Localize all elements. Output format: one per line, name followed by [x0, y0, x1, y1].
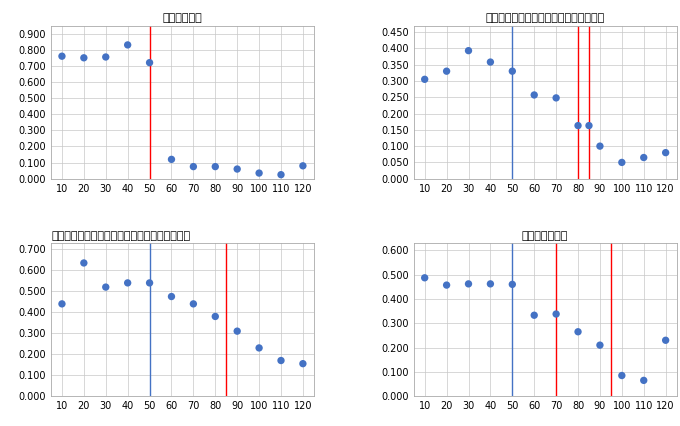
Point — [275, 171, 286, 178]
Point — [210, 313, 221, 320]
Point — [507, 281, 517, 288]
Text: 民間金融機関を通じた無利子無担保の制度融資: 民間金融機関を通じた無利子無担保の制度融資 — [51, 231, 190, 241]
Point — [583, 122, 594, 129]
Point — [594, 342, 605, 348]
Point — [144, 59, 155, 66]
Point — [463, 280, 474, 287]
Point — [485, 59, 496, 66]
Point — [420, 76, 430, 83]
Point — [254, 170, 265, 176]
Point — [297, 162, 308, 169]
Point — [616, 372, 627, 379]
Point — [441, 282, 452, 288]
Point — [551, 95, 562, 101]
Point — [188, 300, 199, 307]
Point — [551, 311, 562, 317]
Point — [210, 163, 221, 170]
Title: 政府系金融機関による無利子無担保融資: 政府系金融機関による無利子無担保融資 — [486, 13, 605, 23]
Point — [254, 345, 265, 351]
Point — [78, 55, 89, 61]
Point — [639, 154, 649, 161]
Title: 雇用調整助成金: 雇用調整助成金 — [522, 231, 568, 241]
Point — [101, 54, 112, 60]
Point — [297, 360, 308, 367]
Point — [441, 68, 452, 75]
Point — [56, 300, 67, 307]
Point — [594, 143, 605, 150]
Point — [529, 312, 540, 319]
Point — [144, 279, 155, 286]
Point — [78, 259, 89, 266]
Point — [420, 274, 430, 281]
Point — [573, 328, 583, 335]
Point — [485, 280, 496, 287]
Point — [232, 328, 243, 334]
Point — [573, 122, 583, 129]
Point — [166, 293, 177, 300]
Point — [122, 41, 133, 48]
Point — [660, 149, 671, 156]
Point — [529, 92, 540, 98]
Point — [660, 337, 671, 344]
Point — [101, 284, 112, 291]
Point — [507, 68, 517, 75]
Point — [56, 53, 67, 60]
Point — [122, 279, 133, 286]
Point — [166, 156, 177, 163]
Point — [639, 377, 649, 384]
Point — [232, 166, 243, 173]
Point — [188, 163, 199, 170]
Point — [275, 357, 286, 364]
Title: 持続化給付金: 持続化給付金 — [163, 13, 203, 23]
Point — [616, 159, 627, 166]
Point — [463, 47, 474, 54]
